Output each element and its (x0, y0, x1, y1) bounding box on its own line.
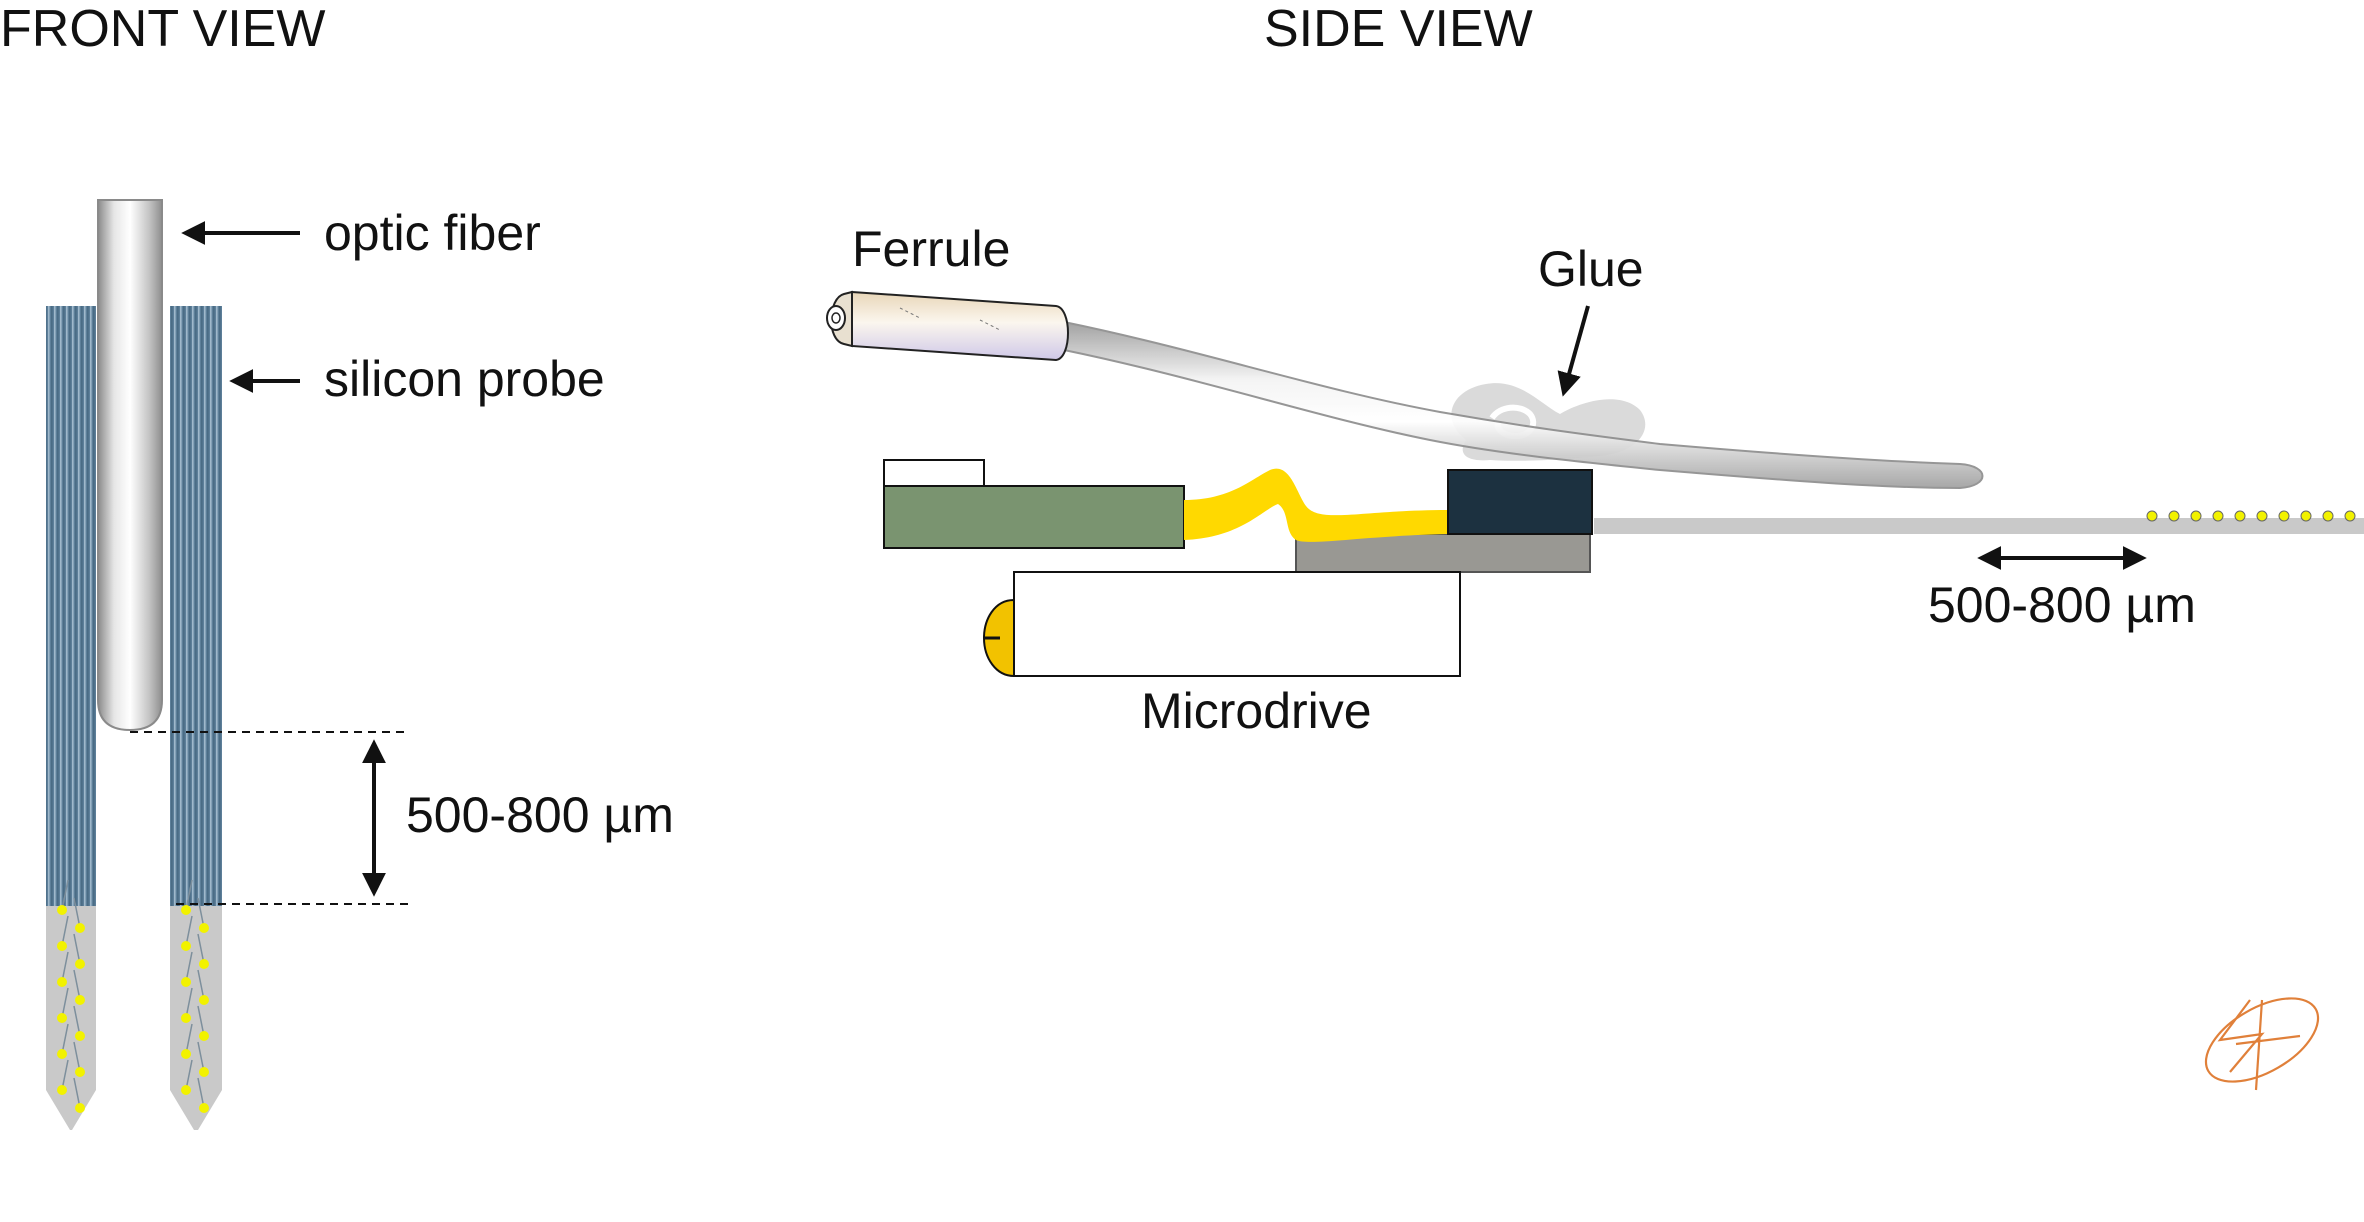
glue-pointer-arrow (1557, 305, 1590, 397)
site-trace (197, 1041, 205, 1073)
recording-site (2146, 510, 2158, 522)
site-trace (197, 1077, 205, 1109)
site-trace (185, 879, 193, 911)
front-distance-label: 500-800 µm (406, 787, 674, 843)
silicon-probe-left-shank (46, 306, 96, 1130)
site-trace (185, 951, 193, 983)
site-trace (61, 915, 69, 947)
site-trace (73, 1005, 81, 1037)
site-trace (185, 915, 193, 947)
site-trace (197, 1005, 205, 1037)
site-trace (197, 933, 205, 965)
probe-connector-block (1447, 469, 1593, 535)
recording-site (199, 1031, 209, 1041)
probe-shank-side (1594, 518, 2364, 534)
recording-site (57, 941, 67, 951)
site-trace (197, 897, 205, 929)
recording-site (181, 941, 191, 951)
pcb-board (883, 485, 1185, 549)
optic-fiber-side (1063, 320, 1984, 490)
site-trace (197, 969, 205, 1001)
microdrive-label: Microdrive (1141, 683, 1372, 739)
site-trace (61, 879, 69, 911)
recording-site (75, 995, 85, 1005)
recording-site (2256, 510, 2268, 522)
recording-site (75, 1103, 85, 1113)
recording-site (199, 959, 209, 969)
recording-site (199, 1103, 209, 1113)
front-view-heading: FRONT VIEW (0, 0, 325, 58)
recording-site (2212, 510, 2224, 522)
site-trace (73, 1041, 81, 1073)
glue-label: Glue (1538, 241, 1644, 297)
recording-site (2322, 510, 2334, 522)
recording-site (2300, 510, 2312, 522)
flex-cable (1184, 468, 1448, 542)
site-trace (61, 951, 69, 983)
microdrive-body (1013, 571, 1461, 677)
recording-site (57, 1013, 67, 1023)
recording-site (181, 1049, 191, 1059)
recording-site (75, 1067, 85, 1077)
recording-site (75, 1031, 85, 1041)
site-trace (73, 969, 81, 1001)
recording-site (181, 905, 191, 915)
ferrule-label: Ferrule (852, 221, 1010, 277)
site-trace (61, 1059, 69, 1091)
recording-site (181, 1013, 191, 1023)
side-distance-label: 500-800 µm (1928, 577, 2196, 633)
recording-site (75, 959, 85, 969)
recording-site (2168, 510, 2180, 522)
site-trace (73, 933, 81, 965)
recording-site (2234, 510, 2246, 522)
recording-site (57, 905, 67, 915)
recording-site (2278, 510, 2290, 522)
recording-site (181, 977, 191, 987)
site-trace (185, 987, 193, 1019)
ferrule (826, 290, 1069, 362)
recording-site (57, 977, 67, 987)
recording-site (57, 1049, 67, 1059)
site-trace (185, 1023, 193, 1055)
recording-site (75, 923, 85, 933)
site-trace (61, 1023, 69, 1055)
site-trace (73, 1077, 81, 1109)
site-trace (185, 1059, 193, 1091)
recording-site (57, 1085, 67, 1095)
silicon-probe-right-shank (170, 306, 222, 1130)
optic-fiber-front (97, 199, 163, 732)
silicon-probe-label: silicon probe (324, 351, 605, 407)
recording-site (199, 923, 209, 933)
recording-site (199, 995, 209, 1005)
site-trace (73, 897, 81, 929)
site-trace (61, 987, 69, 1019)
recording-site (199, 1067, 209, 1077)
side-view-heading: SIDE VIEW (1264, 0, 1533, 58)
recording-sites-front (57, 879, 209, 1113)
optic-fiber-label: optic fiber (324, 205, 541, 261)
signature-logo (2204, 997, 2320, 1091)
recording-site (2344, 510, 2356, 522)
recording-site (2190, 510, 2202, 522)
pcb-connector-tab (883, 459, 985, 487)
recording-site (181, 1085, 191, 1095)
recording-sites-side (2146, 510, 2356, 522)
